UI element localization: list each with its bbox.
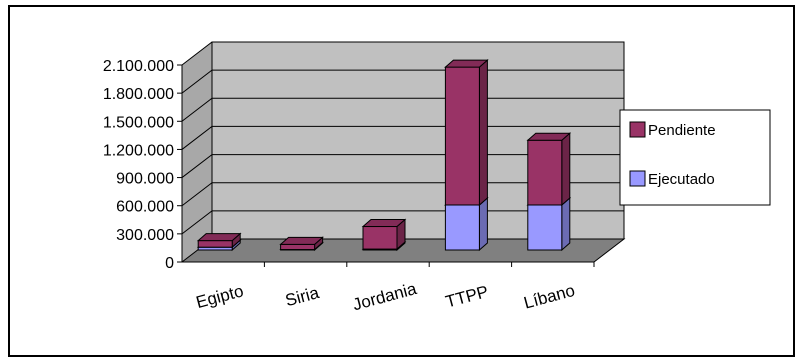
- legend: Pendiente Ejecutado: [619, 109, 771, 206]
- bar-top: [526, 132, 572, 141]
- bar-front: [527, 139, 563, 206]
- y-tick-label: 300.000: [116, 227, 174, 244]
- x-category-label: Jordania: [351, 279, 419, 314]
- bar-pendiente-ttpp: [444, 58, 489, 207]
- bar-side: [561, 132, 571, 207]
- y-tick-labels: 0 300.000 600.000 900.000 1.200.000 1.500.000…: [103, 58, 174, 272]
- x-category-label: Egipto: [194, 281, 245, 312]
- chart-side-wall: [182, 42, 212, 262]
- y-tick-label: 1.500.000: [103, 114, 174, 131]
- y-tick-label: 900.000: [116, 171, 174, 188]
- bar-pendiente-líbano: [526, 132, 572, 207]
- bar-top: [279, 236, 324, 245]
- y-tick-label: 2.100.000: [103, 58, 174, 75]
- x-category-label: Siria: [283, 283, 321, 310]
- y-tick-label: 0: [165, 255, 174, 272]
- y-tick-label: 1.800.000: [103, 86, 174, 103]
- x-category-labels: Egipto Siria Jordania TTPP Líbano: [194, 279, 577, 314]
- legend-label-ejecutado: Ejecutado: [648, 171, 715, 188]
- y-tick-label: 1.200.000: [103, 142, 174, 159]
- bar-side: [478, 196, 488, 252]
- bar-top: [361, 219, 407, 228]
- x-category-label: Líbano: [522, 281, 577, 313]
- legend-label-pendiente: Pendiente: [648, 122, 716, 139]
- bar-front: [280, 243, 316, 251]
- axes: [177, 64, 595, 267]
- bar-ejecutado-líbano: [526, 196, 572, 252]
- bar-side: [561, 196, 571, 252]
- bar-front: [197, 240, 233, 248]
- bar-side: [478, 58, 488, 207]
- bar-front: [444, 66, 480, 206]
- gridline: [181, 41, 624, 66]
- bar-front: [527, 204, 563, 251]
- bar-ejecutado-ttpp: [444, 196, 489, 252]
- bar-pendiente-egipto: [196, 232, 242, 249]
- bar-top: [196, 233, 242, 242]
- bar-front: [362, 226, 398, 250]
- bar-top: [444, 59, 489, 68]
- x-category-label: TTPP: [444, 282, 491, 312]
- bars: [196, 58, 572, 252]
- y-tick-label: 600.000: [116, 199, 174, 216]
- legend-swatch-pendiente: [629, 121, 646, 138]
- legend-swatch-ejecutado: [629, 170, 646, 187]
- bar-pendiente-siria: [279, 236, 324, 251]
- bar-pendiente-jordania: [361, 218, 407, 251]
- bar-front: [444, 204, 480, 251]
